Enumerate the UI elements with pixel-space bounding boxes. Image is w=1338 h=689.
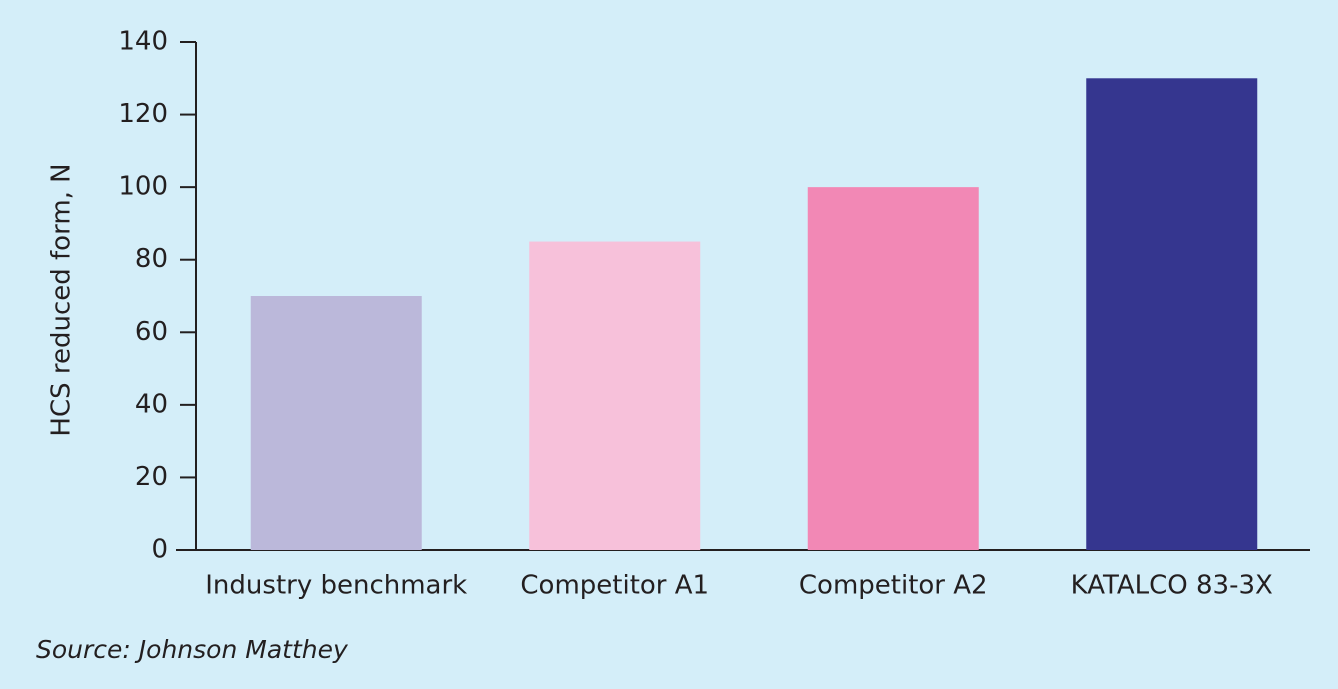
x-tick-label: Competitor A1 xyxy=(520,571,709,601)
bar xyxy=(1086,78,1258,551)
y-tick-label: 100 xyxy=(118,172,168,202)
y-tick-label: 0 xyxy=(151,535,168,565)
bar xyxy=(250,296,422,550)
source-note: Source: Johnson Matthey xyxy=(36,635,349,664)
x-tick-label: Competitor A2 xyxy=(799,571,988,601)
y-tick-label: 60 xyxy=(135,317,168,347)
y-axis-label: HCS reduced form, N xyxy=(47,163,77,436)
bar xyxy=(807,187,979,550)
y-tick-label: 20 xyxy=(135,462,168,492)
bar xyxy=(529,241,701,551)
x-tick-label: KATALCO 83-3X xyxy=(1071,571,1273,601)
y-tick-label: 140 xyxy=(118,27,168,57)
y-tick-label: 80 xyxy=(135,244,168,274)
y-tick-label: 120 xyxy=(118,99,168,129)
y-tick-label: 40 xyxy=(135,389,168,419)
x-tick-label: Industry benchmark xyxy=(205,571,467,601)
